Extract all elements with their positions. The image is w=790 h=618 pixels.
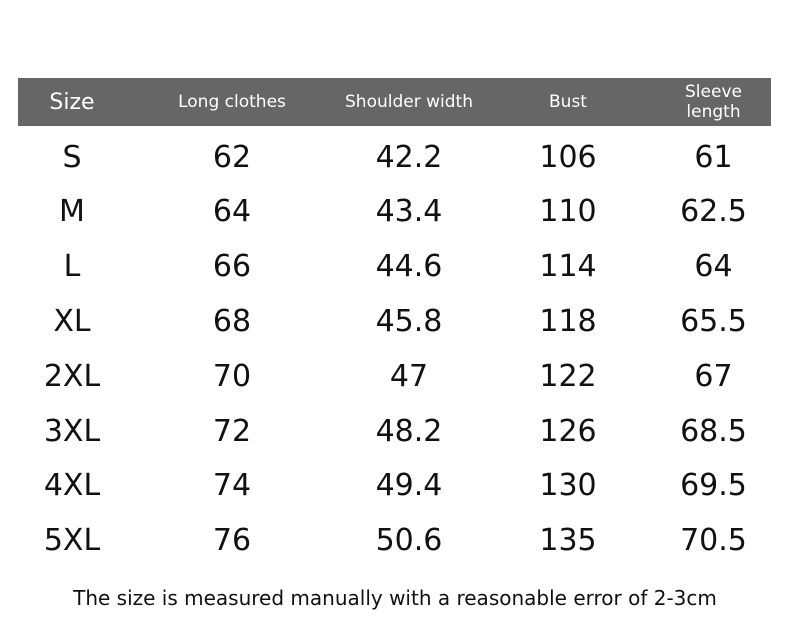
table-cell: 44.6: [375, 249, 443, 285]
table-cell: 70.5: [680, 523, 747, 559]
table-cell: 62: [212, 139, 252, 175]
table-cell: 67: [694, 358, 733, 394]
table-cell: 48.2: [375, 413, 443, 449]
table-cell: 49.4: [375, 468, 443, 504]
table-cell: 130: [539, 468, 597, 504]
table-cell: 69.5: [680, 468, 747, 504]
table-cell: 72: [212, 413, 252, 449]
table-cell: M: [59, 194, 85, 230]
table-cell: 110: [539, 194, 597, 230]
table-cell: 50.6: [375, 523, 443, 559]
table-cell: 64: [212, 194, 252, 230]
table-cell: 65.5: [680, 303, 747, 339]
table-row: L 66 44.6 114 64: [18, 240, 771, 294]
table-cell: 3XL: [43, 413, 101, 449]
table-cell: 135: [539, 523, 597, 559]
table-cell: 5XL: [43, 523, 101, 559]
table-row: 4XL 74 49.4 130 69.5: [18, 459, 771, 513]
table-row: 3XL 72 48.2 126 68.5: [18, 404, 771, 458]
table-cell: 122: [539, 358, 597, 394]
table-header: Size Long clothes Shoulder width Bust Sleeve…: [18, 78, 771, 126]
table-row: 2XL 70 47 122 67: [18, 349, 771, 403]
header-cell: Size: [49, 89, 95, 115]
table-cell: 118: [539, 303, 597, 339]
table-cell: S: [62, 139, 82, 175]
table-cell: 74: [212, 468, 252, 504]
header-cell: Sleeve length: [685, 82, 742, 122]
table-cell: 126: [539, 413, 597, 449]
table-cell: 68.5: [680, 413, 747, 449]
table-cell: 43.4: [375, 194, 443, 230]
table-row: M 64 43.4 110 62.5: [18, 185, 771, 239]
table-cell: 70: [212, 358, 252, 394]
table-cell: L: [63, 249, 81, 285]
header-cell: Long clothes: [178, 92, 286, 112]
table-cell: 64: [694, 249, 733, 285]
table-cell: 62.5: [680, 194, 747, 230]
table-cell: XL: [53, 303, 91, 339]
table-cell: 76: [212, 523, 252, 559]
table-cell: 47: [389, 358, 429, 394]
table-cell: 68: [212, 303, 252, 339]
table-cell: 2XL: [43, 358, 101, 394]
table-cell: 66: [212, 249, 252, 285]
header-cell: Shoulder width: [345, 92, 473, 112]
header-cell: Bust: [549, 92, 587, 112]
table-cell: 42.2: [375, 139, 443, 175]
footnote: The size is measured manually with a rea…: [73, 586, 717, 610]
table-cell: 4XL: [43, 468, 101, 504]
table-cell: 45.8: [375, 303, 443, 339]
table-row: 5XL 76 50.6 135 70.5: [18, 514, 771, 568]
table-row: XL 68 45.8 118 65.5: [18, 294, 771, 348]
table-cell: 61: [694, 139, 733, 175]
table-row: S 62 42.2 106 61: [18, 130, 771, 184]
table-cell: 106: [539, 139, 597, 175]
table-cell: 114: [539, 249, 597, 285]
